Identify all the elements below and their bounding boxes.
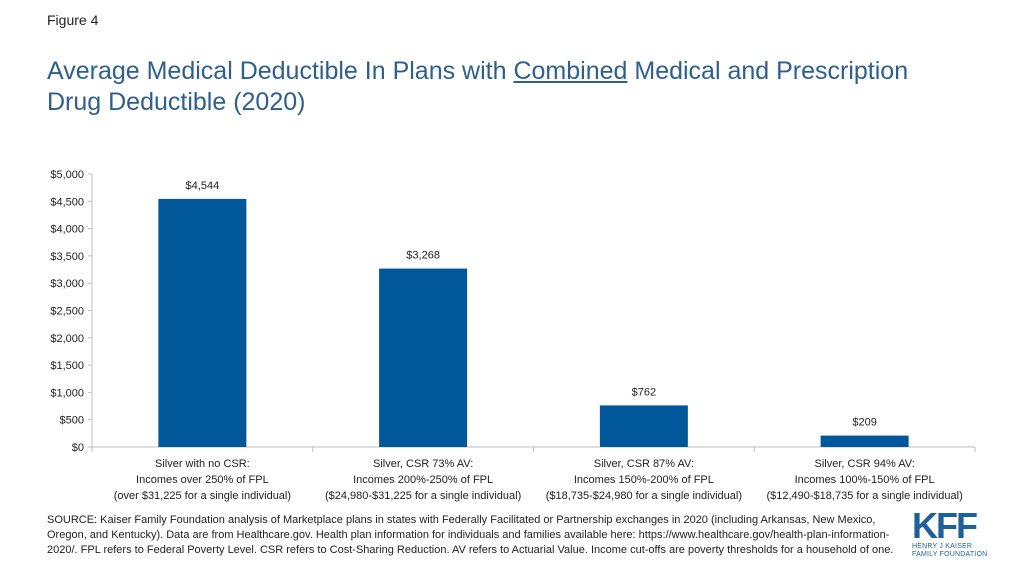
y-tick-label: $3,500 [50,251,84,263]
x-category-label: Incomes 100%-150% of FPL [795,474,935,486]
y-tick-label: $4,500 [50,196,84,208]
x-category-label: ($18,735-$24,980 for a single individual… [546,490,742,502]
logo-mark: KFF [912,505,978,546]
title-part-1: Average Medical Deductible In Plans with [47,57,514,85]
x-category-label: (over $31,225 for a single individual) [114,490,291,502]
y-tick-label: $2,000 [50,333,84,345]
source-note: SOURCE: Kaiser Family Foundation analysi… [47,514,894,556]
y-tick-label: $2,500 [50,306,84,318]
title-underlined-word: Combined [513,57,628,85]
figure-label: Figure 4 [47,12,99,28]
logo-line-1: HENRY J KAISER [912,543,973,550]
bar [599,405,688,447]
x-category-label: Silver with no CSR: [155,458,250,470]
bar-value-label: $4,544 [186,180,220,192]
y-tick-label: $500 [60,415,84,427]
y-tick-label: $5,000 [50,169,84,181]
logo-line-2: FAMILY FOUNDATION [912,551,988,558]
y-tick-label: $0 [72,442,84,454]
x-category-label: Silver, CSR 87% AV: [594,458,694,470]
x-category-label: Silver, CSR 94% AV: [814,458,914,470]
y-tick-label: $3,000 [50,278,84,290]
bar-value-label: $3,268 [406,250,440,262]
x-category-label: ($12,490-$18,735 for a single individual… [766,490,962,502]
chart-title: Average Medical Deductible In Plans with… [47,56,967,118]
x-category-label: ($24,980-$31,225 for a single individual… [325,490,521,502]
x-category-label: Silver, CSR 73% AV: [373,458,473,470]
kff-logo: KFF HENRY J KAISER FAMILY FOUNDATION [912,505,992,559]
bar-value-label: $762 [632,386,656,398]
bar [379,268,468,447]
bar [820,435,909,447]
y-tick-label: $1,500 [50,360,84,372]
y-tick-label: $4,000 [50,224,84,236]
bar-value-label: $209 [852,417,876,429]
x-category-label: Incomes 200%-250% of FPL [353,474,493,486]
x-category-label: Incomes over 250% of FPL [136,474,269,486]
y-tick-label: $1,000 [50,387,84,399]
x-category-label: Incomes 150%-200% of FPL [574,474,714,486]
title-part-2: Medical and Prescription Drug Deductible… [47,57,909,116]
bar [158,198,247,447]
